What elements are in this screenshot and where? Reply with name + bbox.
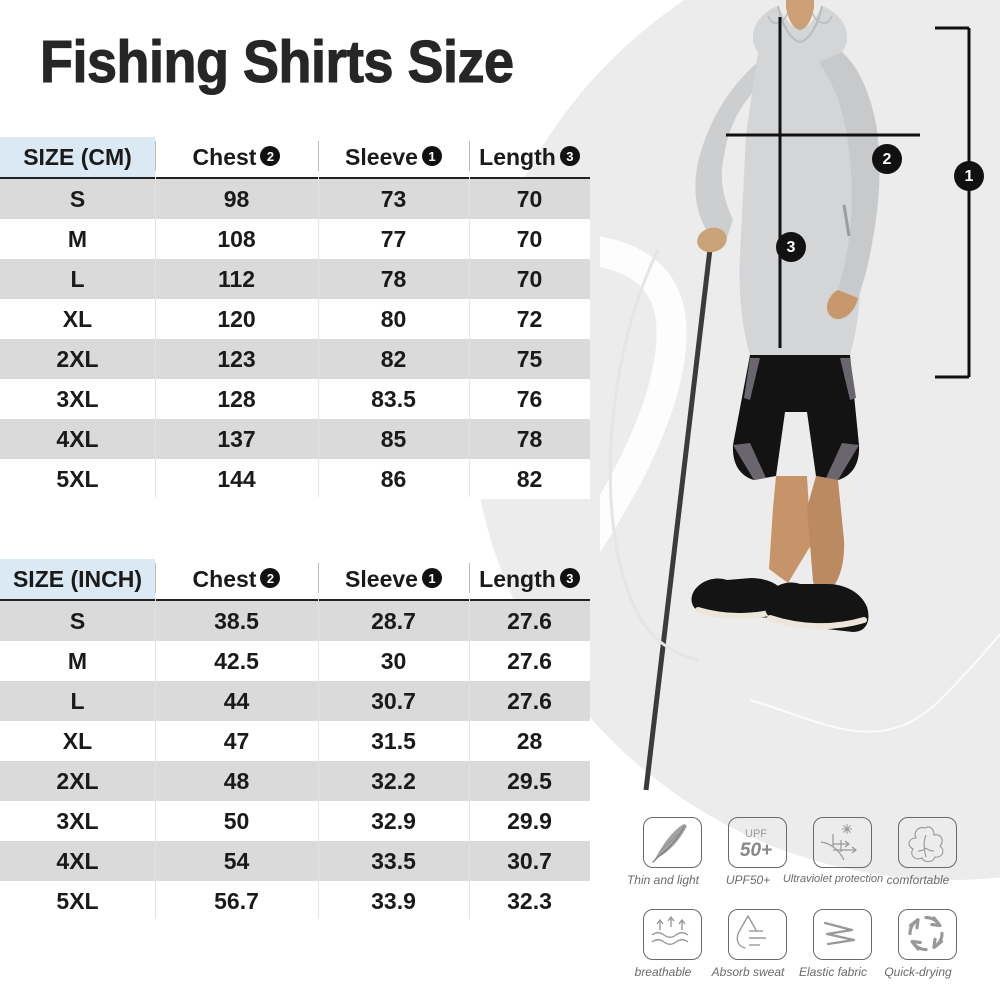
svg-text:1: 1 (965, 168, 974, 185)
svg-text:3: 3 (787, 239, 796, 256)
svg-text:2: 2 (883, 151, 892, 168)
